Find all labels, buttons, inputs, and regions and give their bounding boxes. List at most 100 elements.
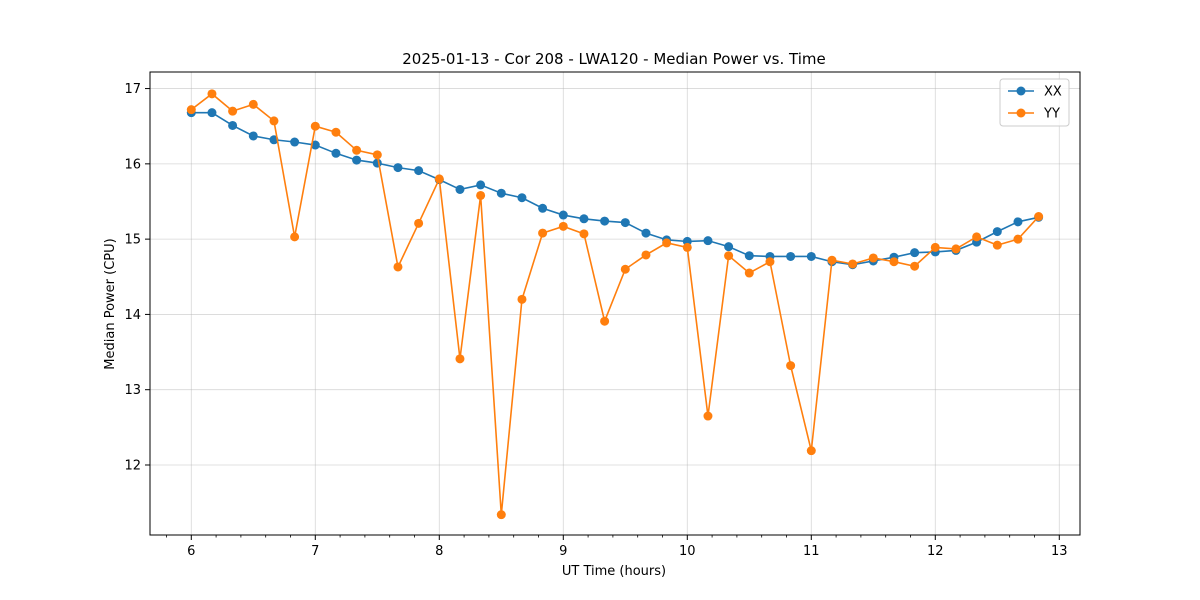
y-axis: 12 13 14 15 16 17 — [124, 82, 150, 473]
data-point-xx — [992, 227, 1002, 237]
grid — [150, 72, 1080, 535]
x-tick-label: 11 — [803, 544, 820, 559]
data-point-xx — [538, 203, 548, 213]
data-point-yy — [538, 228, 548, 238]
data-point-yy — [972, 232, 982, 242]
data-point-xx — [248, 131, 258, 141]
data-point-yy — [496, 510, 506, 520]
y-tick-label: 13 — [124, 383, 141, 398]
data-point-yy — [352, 145, 362, 155]
data-point-yy — [620, 264, 630, 274]
data-point-yy — [662, 238, 672, 248]
legend-marker-xx — [1016, 86, 1026, 96]
data-point-xx — [496, 188, 506, 198]
data-point-xx — [290, 137, 300, 147]
plot-frame — [149, 71, 1081, 536]
x-tick-label: 9 — [559, 544, 567, 559]
data-point-yy — [414, 218, 424, 228]
data-point-xx — [910, 248, 920, 258]
data-point-yy — [331, 127, 341, 137]
y-tick-label: 17 — [124, 82, 141, 97]
legend-label-yy: YY — [1043, 107, 1060, 122]
data-point-yy — [1013, 234, 1023, 244]
x-tick-label: 13 — [1051, 544, 1068, 559]
legend-label-xx: XX — [1044, 85, 1062, 100]
data-point-xx — [703, 236, 713, 246]
series-layer — [186, 89, 1044, 520]
data-point-yy — [848, 259, 858, 269]
data-point-xx — [641, 228, 651, 238]
data-point-yy — [372, 150, 382, 160]
x-tick-label: 8 — [435, 544, 443, 559]
data-point-yy — [951, 244, 961, 254]
y-tick-label: 15 — [124, 233, 141, 248]
x-tick-label: 10 — [679, 544, 696, 559]
data-point-yy — [992, 240, 1002, 250]
series-yy — [186, 89, 1044, 520]
data-point-xx — [372, 158, 382, 168]
data-point-xx — [1013, 217, 1023, 227]
data-point-yy — [476, 190, 486, 200]
data-point-yy — [868, 253, 878, 263]
data-point-xx — [414, 166, 424, 176]
data-point-xx — [310, 140, 320, 150]
data-point-yy — [744, 268, 754, 278]
data-point-xx — [228, 120, 238, 130]
data-point-yy — [703, 411, 713, 421]
data-point-yy — [724, 251, 734, 261]
data-point-xx — [600, 216, 610, 226]
data-point-yy — [558, 221, 568, 231]
chart-title: 2025-01-13 - Cor 208 - LWA120 - Median P… — [402, 50, 826, 68]
data-point-xx — [207, 108, 217, 118]
data-point-xx — [393, 163, 403, 173]
data-point-xx — [517, 193, 527, 203]
data-point-xx — [620, 218, 630, 228]
data-point-yy — [269, 116, 279, 126]
data-point-yy — [434, 174, 444, 184]
data-point-xx — [558, 210, 568, 220]
data-point-xx — [786, 251, 796, 261]
x-tick-label: 12 — [927, 544, 944, 559]
data-point-xx — [806, 251, 816, 261]
data-point-yy — [579, 229, 589, 239]
data-point-yy — [889, 257, 899, 267]
x-axis: 6 7 8 9 10 11 12 13 — [166, 535, 1068, 559]
data-point-yy — [248, 99, 258, 109]
y-tick-label: 14 — [124, 308, 141, 323]
data-point-yy — [186, 105, 196, 115]
data-point-yy — [455, 354, 465, 364]
y-tick-label: 16 — [124, 157, 141, 172]
data-point-xx — [579, 214, 589, 224]
x-tick-label: 6 — [187, 544, 195, 559]
data-point-xx — [331, 148, 341, 158]
data-point-yy — [786, 361, 796, 371]
data-point-yy — [682, 242, 692, 252]
legend: XX YY — [999, 78, 1070, 127]
data-point-yy — [207, 89, 217, 99]
data-point-xx — [352, 155, 362, 165]
data-point-yy — [600, 316, 610, 326]
data-point-yy — [290, 232, 300, 242]
data-point-yy — [393, 262, 403, 272]
data-point-yy — [930, 242, 940, 252]
data-point-yy — [910, 261, 920, 271]
data-point-xx — [476, 180, 486, 190]
data-point-yy — [765, 257, 775, 267]
data-point-yy — [228, 106, 238, 116]
data-point-yy — [1034, 212, 1044, 222]
legend-item-yy: YY — [1008, 107, 1060, 122]
data-point-yy — [827, 255, 837, 265]
data-point-xx — [724, 242, 734, 252]
legend-marker-yy — [1016, 108, 1026, 118]
data-point-yy — [517, 294, 527, 304]
legend-item-xx: XX — [1008, 85, 1062, 100]
x-tick-label: 7 — [311, 544, 319, 559]
data-point-yy — [641, 250, 651, 260]
data-point-xx — [744, 251, 754, 261]
y-tick-label: 12 — [124, 458, 141, 473]
x-axis-label: UT Time (hours) — [562, 564, 666, 579]
y-axis-label: Median Power (CPU) — [103, 238, 118, 369]
data-point-yy — [310, 121, 320, 131]
